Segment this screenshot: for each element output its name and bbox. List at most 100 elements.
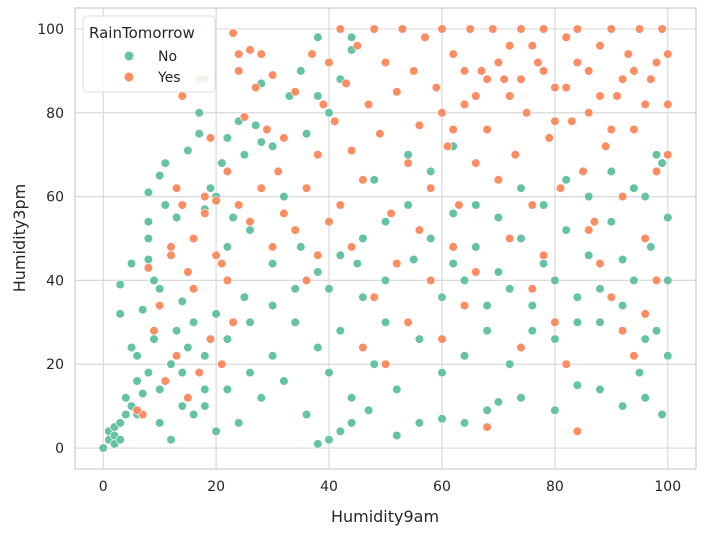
scatter-point-no (268, 259, 278, 269)
scatter-point-no (347, 418, 357, 428)
scatter-point-no (482, 301, 492, 311)
scatter-point-yes (482, 422, 492, 432)
scatter-point-yes (437, 24, 447, 34)
scatter-point-yes (431, 82, 441, 93)
scatter-point-no (149, 275, 159, 286)
scatter-point-no (550, 334, 560, 344)
scatter-point-yes (538, 24, 549, 34)
scatter-point-no (177, 401, 187, 411)
scatter-point-no (245, 368, 255, 378)
scatter-point-no (335, 250, 345, 260)
scatter-point-yes (533, 57, 543, 68)
scatter-point-yes (555, 183, 566, 193)
scatter-point-no (149, 334, 159, 344)
scatter-point-no (222, 133, 232, 143)
scatter-point-yes (651, 166, 662, 176)
scatter-point-no (572, 317, 583, 327)
scatter-point-yes (239, 112, 249, 122)
scatter-point-no (172, 212, 182, 223)
scatter-point-yes (149, 326, 159, 336)
scatter-point-yes (347, 242, 357, 252)
scatter-point-yes (228, 28, 238, 38)
scatter-point-no (380, 317, 391, 327)
scatter-point-no (166, 435, 176, 445)
scatter-point-yes (550, 116, 560, 126)
scatter-point-no (663, 212, 673, 223)
scatter-point-yes (634, 24, 645, 34)
scatter-point-no (296, 66, 306, 76)
scatter-point-no (194, 108, 204, 118)
scatter-point-no (245, 225, 255, 235)
scatter-point-no (640, 393, 650, 403)
scatter-point-no (629, 275, 639, 286)
scatter-point-no (516, 183, 526, 193)
scatter-point-no (392, 430, 402, 441)
scatter-point-yes (301, 183, 312, 193)
scatter-point-yes (358, 175, 368, 185)
scatter-point-no (414, 334, 425, 344)
scatter-point-no (324, 368, 334, 378)
y-tick-label: 100 (37, 22, 64, 38)
scatter-point-yes (352, 41, 362, 51)
scatter-point-yes (640, 309, 650, 319)
scatter-point-yes (177, 91, 187, 101)
scatter-point-yes (505, 233, 515, 244)
scatter-point-yes (403, 317, 413, 327)
scatter-point-yes (392, 87, 402, 97)
scatter-point-no (228, 212, 238, 223)
scatter-point-no (640, 334, 650, 344)
scatter-point-no (143, 187, 153, 197)
scatter-point-yes (228, 317, 238, 327)
scatter-point-no (324, 435, 334, 445)
scatter-point-yes (205, 334, 216, 344)
legend: RainTomorrow No Yes (82, 15, 216, 93)
legend-label-yes: Yes (157, 70, 181, 86)
scatter-point-yes (205, 133, 216, 143)
scatter-point-yes (375, 129, 385, 139)
scatter-point-yes (414, 225, 425, 235)
y-tick-label: 80 (46, 106, 64, 122)
scatter-point-yes (217, 359, 227, 369)
y-axis-label: Humidity3pm (10, 184, 29, 292)
scatter-point-no (256, 393, 266, 403)
scatter-point-yes (617, 74, 628, 84)
scatter-point-yes (301, 275, 312, 286)
scatter-point-yes (459, 301, 470, 311)
scatter-point-no (459, 275, 470, 286)
scatter-point-yes (499, 74, 509, 84)
scatter-point-yes (527, 284, 537, 294)
scatter-point-no (268, 141, 278, 151)
scatter-point-yes (651, 57, 662, 68)
legend-box (82, 15, 216, 93)
scatter-point-yes (335, 24, 345, 34)
y-tick-label: 20 (46, 357, 64, 373)
scatter-point-no (663, 275, 673, 286)
scatter-point-yes (380, 57, 391, 68)
scatter-point-no (493, 397, 504, 407)
scatter-point-yes (273, 166, 283, 176)
scatter-point-yes (324, 57, 334, 68)
x-tick-label: 40 (320, 479, 338, 495)
scatter-point-yes (516, 342, 526, 353)
scatter-point-yes (651, 275, 662, 286)
scatter-point-yes (623, 49, 633, 59)
scatter-point-no (143, 217, 153, 227)
scatter-point-yes (663, 150, 673, 160)
scatter-point-no (629, 183, 639, 193)
scatter-point-no (301, 409, 312, 420)
scatter-point-no (505, 284, 515, 294)
scatter-point-no (561, 175, 571, 185)
scatter-point-no (651, 150, 662, 160)
scatter-point-yes (245, 217, 255, 227)
scatter-point-no (121, 393, 131, 403)
scatter-point-no (126, 342, 137, 353)
scatter-point-no (200, 384, 210, 395)
scatter-point-yes (341, 78, 351, 88)
scatter-point-no (437, 414, 447, 424)
scatter-point-no (409, 254, 419, 265)
scatter-point-yes (143, 263, 153, 273)
scatter-point-no (189, 409, 199, 420)
scatter-point-yes (347, 145, 357, 156)
scatter-point-yes (183, 267, 193, 277)
scatter-point-yes (601, 141, 611, 151)
